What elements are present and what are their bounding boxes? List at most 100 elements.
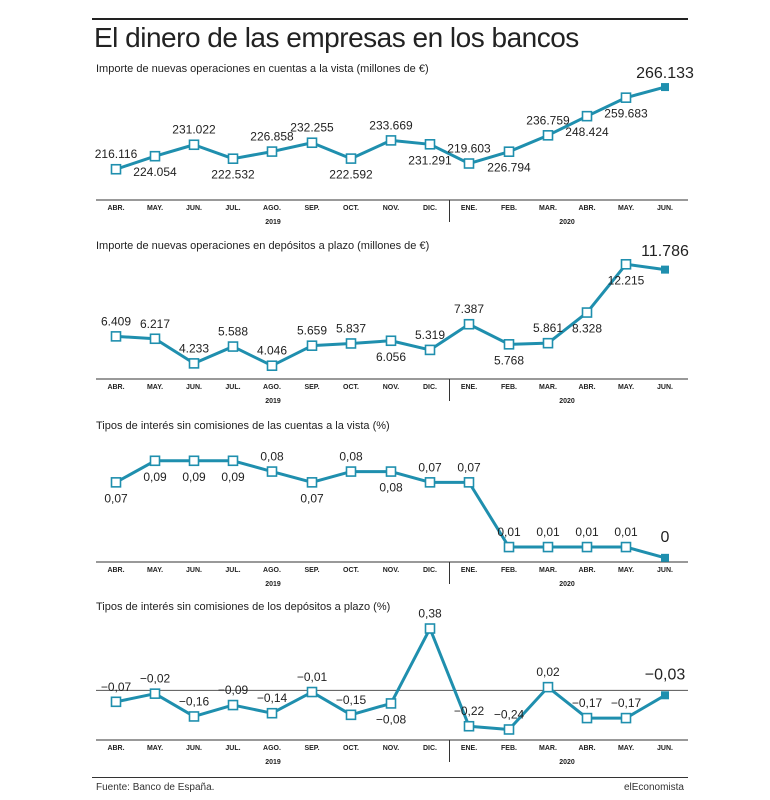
data-point-last — [661, 265, 669, 274]
data-point — [503, 339, 515, 350]
data-point — [188, 711, 200, 722]
data-point — [581, 541, 593, 553]
data-point — [345, 709, 357, 721]
data-point — [581, 110, 593, 122]
x-tick-label: ENE. — [461, 567, 477, 574]
year-label: 2019 — [265, 398, 281, 405]
data-label: −0,02 — [140, 672, 171, 686]
data-label: 0,07 — [457, 460, 481, 474]
x-tick-label: SEP. — [304, 384, 319, 391]
data-point — [306, 686, 318, 698]
x-tick-label: JUN. — [657, 745, 673, 752]
data-label: 226.794 — [487, 161, 531, 175]
data-point — [424, 477, 436, 488]
x-tick-label: NOV. — [383, 745, 400, 752]
x-tick-label: ABR. — [578, 205, 595, 212]
x-tick-label: JUL. — [225, 745, 240, 752]
x-tick-label: ENE. — [461, 384, 477, 391]
data-label: 248.424 — [565, 125, 609, 139]
x-tick-label: JUN. — [186, 384, 202, 391]
x-tick-label: MAY. — [147, 384, 163, 391]
data-label: 236.759 — [526, 113, 570, 127]
data-point — [110, 696, 122, 708]
data-label: 6.409 — [101, 314, 131, 328]
data-point — [266, 146, 278, 157]
data-label: 0,38 — [418, 607, 442, 621]
data-point — [345, 466, 357, 477]
x-tick-label: ABR. — [578, 745, 595, 752]
data-point — [149, 333, 161, 345]
x-tick-label: MAR. — [539, 745, 557, 752]
data-point — [306, 477, 318, 488]
data-point — [581, 712, 593, 724]
year-label: 2019 — [265, 759, 281, 766]
data-label: −0,15 — [336, 693, 367, 707]
x-tick-label: ABR. — [107, 567, 124, 574]
data-point — [227, 153, 239, 164]
data-point — [227, 341, 239, 352]
data-label: −0,24 — [494, 707, 525, 721]
chart-panel-4: Tipos de interés sin comisiones de los d… — [96, 601, 688, 766]
x-tick-label: JUN. — [657, 384, 673, 391]
x-tick-label: JUN. — [657, 205, 673, 212]
data-point — [110, 331, 122, 342]
data-label: −0,17 — [611, 696, 642, 710]
x-tick-label: JUL. — [225, 567, 240, 574]
x-tick-label: SEP. — [304, 745, 319, 752]
data-point — [345, 153, 357, 164]
page-title: El dinero de las empresas en los bancos — [94, 22, 579, 53]
data-label: 4.046 — [257, 344, 287, 358]
bottom-rule — [92, 777, 688, 778]
x-tick-label: MAY. — [618, 745, 634, 752]
x-tick-label: JUN. — [186, 567, 202, 574]
data-label: −0,08 — [376, 712, 407, 726]
year-label: 2020 — [559, 398, 575, 405]
data-point — [110, 163, 122, 175]
brand-logo-text: elEconomista — [623, 782, 684, 793]
year-label: 2020 — [559, 759, 575, 766]
year-label: 2019 — [265, 219, 281, 226]
data-label: −0,01 — [297, 670, 328, 684]
x-tick-label: MAR. — [539, 384, 557, 391]
x-tick-label: OCT. — [343, 745, 359, 752]
year-label: 2020 — [559, 219, 575, 226]
x-tick-label: JUL. — [225, 205, 240, 212]
data-label: 5.588 — [218, 325, 248, 339]
year-label: 2019 — [265, 581, 281, 588]
data-point — [345, 338, 357, 349]
data-label: 11.786 — [641, 243, 689, 260]
data-point — [620, 541, 632, 553]
data-label: 219.603 — [447, 142, 491, 156]
data-point — [266, 360, 278, 372]
x-tick-label: SEP. — [304, 567, 319, 574]
chart-panel-1: Importe de nuevas operaciones en cuentas… — [95, 63, 694, 226]
data-point — [149, 150, 161, 162]
data-label: 0,02 — [536, 665, 560, 679]
chart-title: Tipos de interés sin comisiones de las c… — [96, 420, 390, 432]
data-point — [620, 712, 632, 724]
data-label: 222.592 — [329, 168, 373, 182]
data-label: −0,03 — [645, 666, 686, 683]
data-point — [188, 139, 200, 151]
chart-panel-2: Importe de nuevas operaciones en depósit… — [96, 240, 689, 405]
data-label: 0,09 — [143, 470, 167, 484]
x-tick-label: OCT. — [343, 567, 359, 574]
data-label: 0 — [661, 529, 670, 546]
x-tick-label: NOV. — [383, 384, 400, 391]
data-point-last — [661, 83, 669, 92]
data-point — [463, 158, 475, 169]
data-label: 266.133 — [636, 65, 694, 82]
data-label: 5.837 — [336, 321, 366, 335]
data-label: 6.056 — [376, 350, 406, 364]
data-point — [266, 707, 278, 719]
data-label: 232.255 — [290, 121, 334, 135]
data-point — [385, 135, 397, 146]
x-tick-label: ABR. — [578, 384, 595, 391]
data-point — [503, 541, 515, 553]
x-tick-label: ABR. — [107, 745, 124, 752]
data-label: 233.669 — [369, 118, 413, 132]
data-point — [503, 724, 515, 735]
chart-title: Importe de nuevas operaciones en depósit… — [96, 240, 429, 252]
x-tick-label: JUN. — [657, 567, 673, 574]
